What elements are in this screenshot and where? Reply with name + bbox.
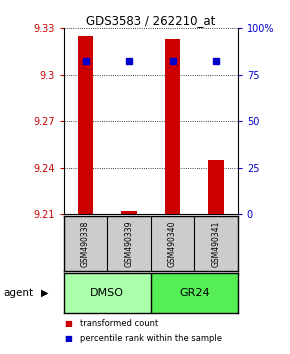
- Title: GDS3583 / 262210_at: GDS3583 / 262210_at: [86, 14, 215, 27]
- Text: ▶: ▶: [41, 288, 49, 298]
- Text: GSM490340: GSM490340: [168, 220, 177, 267]
- Text: ■: ■: [64, 319, 72, 329]
- Bar: [209, 160, 224, 214]
- Bar: [122, 211, 137, 214]
- Text: ■: ■: [64, 333, 72, 343]
- Bar: [165, 39, 180, 214]
- Bar: [78, 36, 93, 214]
- Bar: [64, 273, 151, 313]
- Text: GSM490339: GSM490339: [124, 220, 134, 267]
- Text: GR24: GR24: [179, 288, 210, 298]
- Bar: [151, 273, 238, 313]
- Text: transformed count: transformed count: [80, 319, 158, 329]
- Text: agent: agent: [3, 288, 33, 298]
- Text: DMSO: DMSO: [90, 288, 124, 298]
- Text: GSM490341: GSM490341: [211, 220, 221, 267]
- Text: GSM490338: GSM490338: [81, 220, 90, 267]
- Text: percentile rank within the sample: percentile rank within the sample: [80, 333, 222, 343]
